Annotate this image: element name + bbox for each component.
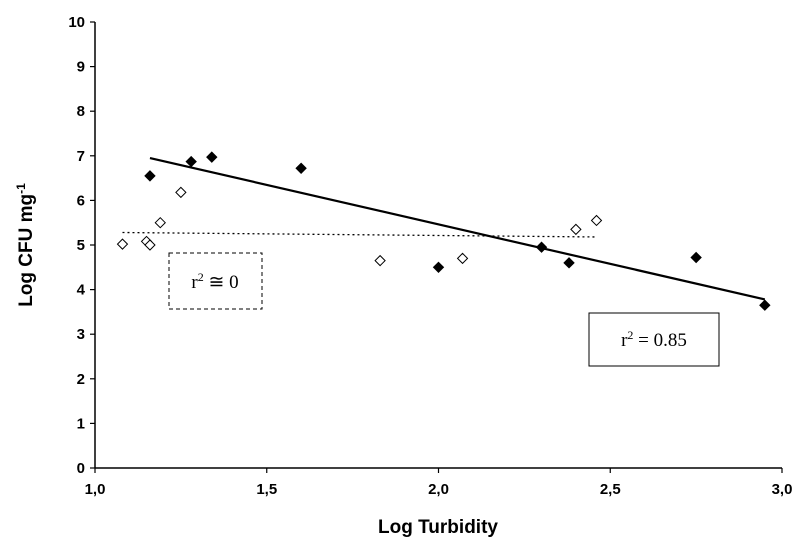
- open-diamond-point: [590, 214, 603, 227]
- y-tick-label: 7: [77, 148, 85, 165]
- x-tick-label: 1,5: [256, 481, 277, 498]
- annotation-r2-zero-main: r: [191, 272, 198, 293]
- y-tick-label: 1: [77, 415, 85, 432]
- data-points: [116, 151, 771, 311]
- tick-labels: 0 1 2 3 4 5 6 7 8 9 10 1,0 1,5 2,0 2,5 3,0: [68, 14, 792, 498]
- open-diamond-point: [154, 216, 166, 229]
- filled-diamond-point: [690, 251, 702, 264]
- open-diamond-point: [144, 239, 156, 251]
- open-diamond-point: [175, 186, 187, 199]
- y-tick-label: 10: [68, 14, 85, 31]
- filled-diamond-point: [206, 151, 218, 163]
- open-diamond-point: [374, 254, 386, 267]
- y-tick-label: 9: [77, 59, 85, 76]
- open-diamond-point: [116, 238, 129, 250]
- x-axis-title: Log Turbidity: [378, 517, 498, 538]
- filled-diamond-point: [185, 155, 197, 168]
- filled-diamond-point: [563, 257, 575, 269]
- filled-diamond-point: [295, 162, 307, 174]
- annotation-r2-zero-rest: ≅ 0: [204, 272, 239, 293]
- y-tick-label: 0: [77, 460, 85, 477]
- y-tick-label: 6: [77, 192, 85, 209]
- filled-diamond-point: [535, 241, 548, 253]
- y-tick-label: 2: [77, 371, 85, 388]
- annotation-r2-085: r2 = 0.85: [588, 312, 720, 367]
- filled-diamond-point: [144, 170, 156, 182]
- y-tick-label: 3: [77, 326, 85, 343]
- annotation-r2-zero-sup: 2: [198, 270, 204, 284]
- annotation-r2-zero-box: [168, 252, 263, 310]
- trendlines: [122, 156, 766, 301]
- annotation-r2-zero-text: r2 ≅ 0: [191, 270, 238, 293]
- trendline-dotted: [122, 231, 597, 238]
- y-axis-title: Log CFU mg-1: [14, 183, 37, 307]
- ticks: [90, 21, 783, 473]
- y-axis-title-main: Log CFU mg: [16, 194, 37, 307]
- y-tick-label: 4: [77, 282, 86, 299]
- filled-diamond-point: [759, 299, 771, 311]
- filled-diamond-point: [432, 261, 445, 274]
- annotation-r2-085-rest: = 0.85: [633, 330, 686, 351]
- x-tick-label: 2,0: [428, 481, 449, 498]
- open-diamond-point: [456, 252, 469, 265]
- trendline-solid: [149, 156, 766, 301]
- y-tick-label: 8: [77, 103, 85, 120]
- annotation-r2-zero: r2 ≅ 0: [168, 252, 263, 310]
- y-axis-title-sup: -1: [14, 183, 28, 194]
- x-tick-label: 2,5: [600, 481, 621, 498]
- x-tick-label: 1,0: [85, 481, 106, 498]
- annotation-r2-085-box: [588, 312, 720, 367]
- y-tick-label: 5: [77, 237, 85, 254]
- annotation-r2-085-sup: 2: [627, 328, 633, 342]
- annotation-r2-085-main: r: [621, 330, 628, 351]
- axes: [94, 22, 782, 469]
- annotation-r2-085-text: r2 = 0.85: [621, 328, 687, 351]
- open-diamond-point: [570, 223, 582, 236]
- x-tick-label: 3,0: [772, 481, 793, 498]
